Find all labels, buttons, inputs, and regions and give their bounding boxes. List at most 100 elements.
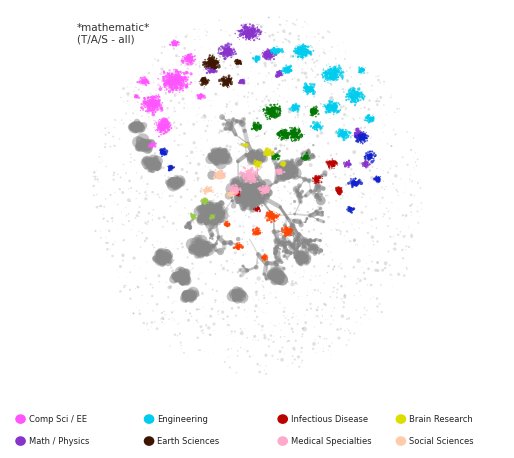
Point xyxy=(205,187,213,195)
Point xyxy=(331,101,339,108)
Point xyxy=(327,159,335,166)
Point xyxy=(178,277,186,284)
Point xyxy=(240,30,248,38)
Point xyxy=(278,132,286,140)
Point xyxy=(283,66,291,74)
Point xyxy=(140,218,149,225)
Point xyxy=(160,131,169,138)
Point xyxy=(135,123,143,130)
Point xyxy=(196,93,205,101)
Point xyxy=(238,194,246,201)
Point xyxy=(247,173,255,180)
Point xyxy=(167,72,175,80)
Point xyxy=(166,163,174,170)
Point xyxy=(215,149,224,157)
Point xyxy=(335,72,343,79)
Point xyxy=(313,123,321,131)
Point xyxy=(211,147,219,155)
Point xyxy=(253,24,261,32)
Point xyxy=(191,78,199,85)
Point xyxy=(182,56,191,63)
Point xyxy=(313,40,321,48)
Point xyxy=(263,215,271,223)
Point xyxy=(215,146,223,153)
Point xyxy=(276,168,284,175)
Point xyxy=(271,271,279,278)
Point xyxy=(137,125,145,133)
Point xyxy=(249,226,258,233)
Point xyxy=(145,80,153,87)
Point xyxy=(350,179,358,186)
Point xyxy=(150,106,158,113)
Point xyxy=(209,68,217,76)
Point xyxy=(175,271,183,278)
Point xyxy=(215,173,224,180)
Point xyxy=(309,109,317,116)
Point xyxy=(198,197,207,205)
Point xyxy=(215,217,223,224)
Point xyxy=(330,103,338,110)
Point xyxy=(248,27,256,34)
Point xyxy=(356,130,364,137)
Point xyxy=(241,196,249,204)
Point xyxy=(282,68,290,76)
Point xyxy=(251,205,260,212)
Point xyxy=(243,27,251,35)
Point xyxy=(172,42,180,49)
Point xyxy=(262,110,270,117)
Point xyxy=(246,171,254,178)
Point xyxy=(172,37,180,44)
Point xyxy=(323,66,332,74)
Point xyxy=(186,54,194,61)
Point xyxy=(299,42,307,49)
Point xyxy=(264,47,272,55)
Point xyxy=(276,348,284,355)
Point xyxy=(312,123,320,131)
Point xyxy=(222,221,230,229)
Point xyxy=(188,210,196,218)
Point xyxy=(256,185,264,192)
Point xyxy=(339,126,347,134)
Point xyxy=(269,109,278,117)
Point xyxy=(194,94,202,102)
Point xyxy=(298,48,306,55)
Point xyxy=(327,66,336,73)
Point xyxy=(233,59,242,66)
Point xyxy=(206,55,214,63)
Point xyxy=(350,95,358,102)
Point xyxy=(348,87,356,95)
Point xyxy=(252,289,261,296)
Point xyxy=(225,48,233,55)
Point xyxy=(311,273,320,280)
Point xyxy=(263,186,271,194)
Point xyxy=(212,58,221,65)
Point xyxy=(343,161,351,168)
Point xyxy=(172,273,180,281)
Point xyxy=(277,129,285,136)
Point xyxy=(223,318,231,325)
Point xyxy=(202,322,210,329)
Point xyxy=(264,52,272,59)
Point xyxy=(250,229,258,236)
Point xyxy=(150,160,158,168)
Point xyxy=(164,126,173,134)
Point xyxy=(327,70,336,77)
Point xyxy=(364,157,373,164)
Point xyxy=(311,108,320,115)
Point xyxy=(258,229,266,236)
Point xyxy=(222,148,230,155)
Point xyxy=(339,132,347,140)
Point xyxy=(189,216,197,223)
Point xyxy=(364,153,373,160)
Point xyxy=(235,58,243,65)
Point xyxy=(294,49,302,56)
Point xyxy=(262,50,270,57)
Point xyxy=(214,118,223,125)
Point xyxy=(182,54,191,61)
Point xyxy=(140,146,148,153)
Point xyxy=(301,52,309,59)
Point xyxy=(174,79,182,86)
Point xyxy=(266,48,274,55)
Point xyxy=(153,123,161,131)
Point xyxy=(144,218,152,225)
